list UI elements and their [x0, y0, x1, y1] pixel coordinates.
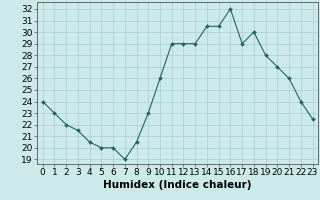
X-axis label: Humidex (Indice chaleur): Humidex (Indice chaleur): [103, 180, 252, 190]
